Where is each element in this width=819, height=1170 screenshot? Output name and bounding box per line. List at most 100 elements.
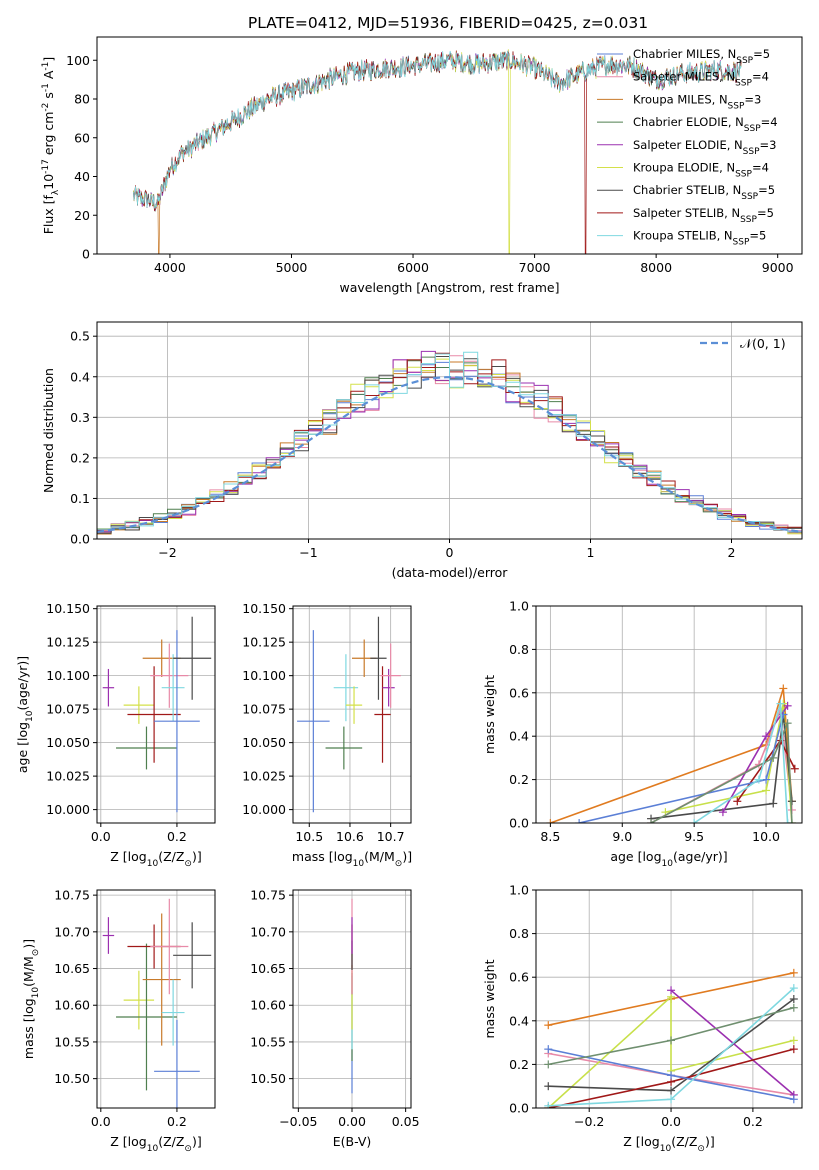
- x-tick-label: −1: [299, 545, 317, 560]
- x-axis-label-part: 10: [147, 859, 159, 869]
- legend: 𝒩(0, 1): [700, 336, 786, 351]
- legend-label-part: Chabrier STELIB, N: [633, 183, 741, 197]
- y-tick-label: 10.000: [242, 802, 286, 817]
- x-tick-label: 0.2: [743, 1114, 763, 1129]
- legend-label-part: SSP: [733, 238, 750, 248]
- weight-line: [670, 989, 795, 1096]
- y-tick-label: 10.50: [250, 1071, 286, 1086]
- y-tick-label: 10.050: [242, 735, 286, 750]
- y-tick-label: 10.150: [242, 601, 286, 616]
- y-axis-label-part: mass [log: [21, 998, 36, 1059]
- axes-frame: [96, 605, 216, 824]
- x-tick-label: 0.0: [91, 829, 111, 844]
- x-tick-label: 9000: [762, 260, 794, 275]
- x-tick-label: 8000: [640, 260, 672, 275]
- y-axis-label-part: 10: [31, 987, 41, 999]
- legend-label-part: SSP: [743, 147, 760, 157]
- x-axis-label: mass [log10(M/M⊙)]: [292, 849, 412, 869]
- y-axis-label-part: 10: [41, 174, 56, 190]
- y-tick-label: 0.0: [509, 816, 529, 831]
- y-axis-label-part: mass weight: [482, 959, 497, 1038]
- y-axis-label-part: Flux [f: [41, 194, 56, 234]
- x-axis-label: Z [log10(Z/Z⊙)]: [110, 849, 201, 869]
- y-axis-label-part: -2: [41, 103, 51, 112]
- weight_vs_age-panel: 8.5 9.0 9.5 10.0 0.0 0.2 0.4 0.6 0.8 1.0 age [log1…: [482, 599, 803, 869]
- y-tick-label: 0.5: [70, 329, 90, 344]
- age_vs_Z-plot-area: [102, 616, 212, 813]
- x-tick-label: 0.05: [392, 1114, 420, 1129]
- x-tick-label: 5000: [276, 260, 308, 275]
- legend-label: Kroupa STELIB, NSSP=5: [633, 229, 766, 248]
- residuals-plot-area: [97, 350, 802, 535]
- spectrum-panel: 4000 5000 6000 7000 8000 9000 0 20 40 60 80 100 wave…: [41, 36, 803, 295]
- legend-label: Kroupa ELODIE, NSSP=4: [633, 161, 769, 180]
- legend-label-part: =5: [753, 47, 770, 61]
- x-axis-label-part: 10: [662, 859, 674, 869]
- legend-label: Salpeter STELIB, NSSP=5: [633, 206, 774, 225]
- y-tick-label: 40: [74, 169, 90, 184]
- y-axis-label-part: s: [41, 92, 56, 103]
- x-axis-label-part: Z [log: [110, 849, 146, 864]
- weight-line: [650, 722, 793, 823]
- x-tick-label: 8.5: [540, 829, 560, 844]
- y-tick-label: 0.3: [70, 410, 90, 425]
- x-axis-label-part: ⊙: [184, 1144, 192, 1154]
- y-axis-label-part: -1: [41, 83, 51, 92]
- legend-label-part: =4: [752, 161, 769, 175]
- y-tick-label: 0.4: [70, 369, 90, 384]
- legend-label-part: =4: [761, 115, 778, 129]
- weight-line: [693, 703, 789, 823]
- legend-label: Kroupa MILES, NSSP=3: [633, 92, 761, 111]
- x-axis-label-part: )]: [402, 849, 412, 864]
- x-axis-label-part: (Z/Z: [158, 1134, 184, 1149]
- legend-label-part: =3: [744, 92, 761, 106]
- y-tick-label: 10.55: [250, 1034, 286, 1049]
- x-tick-label: 0.0: [661, 1114, 681, 1129]
- legend-label-part: SSP: [740, 215, 757, 225]
- x-axis-label-part: )]: [192, 849, 202, 864]
- legend-label-part: Salpeter ELODIE, N: [633, 138, 743, 152]
- weight-line: [550, 688, 793, 823]
- y-tick-label: 10.55: [54, 1034, 90, 1049]
- x-axis-label: age [log10(age/yr)]: [610, 849, 727, 869]
- legend-label: Chabrier MILES, NSSP=5: [633, 47, 770, 66]
- normal-curve: [97, 376, 802, 533]
- x-tick-label: 4000: [154, 260, 186, 275]
- legend-label: Chabrier ELODIE, NSSP=4: [633, 115, 778, 134]
- y-tick-label: 10.075: [242, 702, 286, 717]
- x-tick-label: 0.00: [338, 1114, 366, 1129]
- x-axis-label: Z [log10(Z/Z⊙)]: [110, 1134, 201, 1154]
- figure-title: PLATE=0412, MJD=51936, FIBERID=0425, z=0…: [248, 14, 648, 32]
- y-axis-label-part: -17: [41, 159, 51, 174]
- y-axis-label-part: -1: [41, 62, 51, 71]
- y-tick-label: 0.8: [509, 642, 529, 657]
- y-tick-label: 0.4: [509, 1013, 529, 1028]
- y-tick-label: 80: [74, 92, 90, 107]
- legend-label-part: SSP: [735, 170, 752, 180]
- y-axis-label-part: erg cm: [41, 112, 56, 160]
- histogram-step: [97, 351, 802, 533]
- legend-label-part: =5: [758, 183, 775, 197]
- x-tick-label: 2: [728, 545, 736, 560]
- y-axis-label-part: mass weight: [482, 675, 497, 754]
- y-axis-label-part: (age/yr)]: [15, 656, 30, 711]
- legend-label-part: Kroupa MILES, N: [633, 92, 728, 106]
- y-tick-label: 10.025: [242, 769, 286, 784]
- x-axis-label-part: (Z/Z: [671, 1134, 697, 1149]
- y-tick-label: 1.0: [509, 883, 529, 898]
- y-axis-label: mass weight: [482, 675, 497, 754]
- y-tick-label: 10.100: [46, 668, 90, 683]
- x-axis-label-part: E(B-V): [333, 1134, 372, 1149]
- y-axis-label-part: age [log: [15, 722, 30, 773]
- y-tick-label: 0.8: [509, 926, 529, 941]
- legend-label-part: SSP: [728, 101, 745, 111]
- legend-label-part: Salpeter MILES, N: [633, 70, 735, 84]
- y-axis-label-part: (M/M: [21, 956, 36, 987]
- y-tick-label: 10.50: [54, 1071, 90, 1086]
- x-tick-label: −2: [158, 545, 176, 560]
- y-tick-label: 10.125: [46, 635, 90, 650]
- y-tick-label: 0.1: [70, 491, 90, 506]
- y-tick-label: 0.0: [509, 1101, 529, 1116]
- x-axis-label-part: 10: [147, 1144, 159, 1154]
- y-axis-label: Flux [fλ10-17 erg cm-2 s-1 A-1]: [41, 57, 61, 235]
